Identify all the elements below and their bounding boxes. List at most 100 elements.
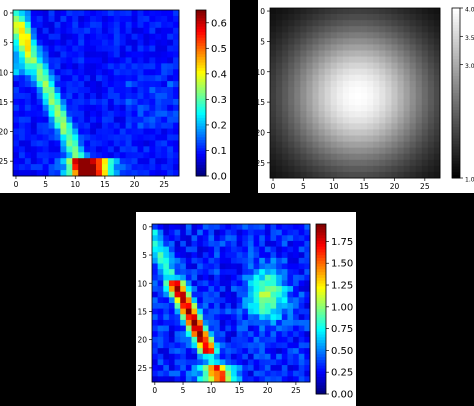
heatmap-cell	[152, 376, 159, 383]
heatmap-cell	[282, 20, 289, 27]
heatmap-cell	[113, 128, 121, 135]
heatmap-cell	[202, 291, 209, 298]
heatmap-cell	[157, 325, 164, 332]
colorbar-tick-label: 1.00	[465, 177, 474, 184]
heatmap-cell	[155, 152, 162, 159]
heatmap-cell	[173, 152, 180, 159]
heatmap-cell	[324, 68, 332, 76]
heatmap-cell	[24, 158, 32, 165]
heatmap-cell	[288, 14, 295, 21]
x-tick-label: 20	[390, 182, 400, 191]
heatmap-cell	[60, 146, 67, 153]
heatmap-cell	[185, 336, 192, 343]
heatmap-cell	[236, 308, 243, 315]
heatmap-cell	[288, 50, 295, 57]
heatmap-cell	[403, 56, 411, 64]
heatmap-cell	[231, 365, 238, 372]
heatmap-cell	[304, 224, 311, 231]
heatmap-cell	[137, 75, 144, 82]
heatmap-cell	[348, 123, 356, 130]
heatmap-cell	[397, 141, 404, 149]
heatmap-cell	[306, 56, 313, 64]
heatmap-cell	[236, 229, 243, 236]
heatmap-cell	[415, 165, 423, 173]
heatmap-cell	[113, 27, 121, 35]
colorbar-segment	[452, 166, 460, 170]
heatmap-cell	[168, 319, 175, 326]
heatmap-cell	[421, 86, 429, 94]
heatmap-cell	[174, 331, 181, 338]
heatmap-cell	[348, 44, 356, 51]
heatmap-cell	[367, 56, 374, 64]
heatmap-cell	[433, 44, 441, 51]
heatmap-cell	[312, 80, 319, 88]
heatmap-cell	[247, 342, 254, 349]
heatmap-cell	[276, 229, 283, 236]
heatmap-cell	[259, 246, 266, 253]
heatmap-cell	[125, 146, 132, 153]
y-tick-label: 5	[142, 251, 147, 260]
heatmap-cell	[157, 370, 164, 377]
heatmap-cell	[242, 291, 249, 298]
colorbar-segment	[196, 73, 206, 77]
x-tick-label: 25	[291, 386, 301, 395]
heatmap-cell	[13, 164, 20, 171]
heatmap-cell	[298, 235, 305, 242]
heatmap-cell	[270, 129, 277, 136]
heatmap-cell	[119, 152, 127, 159]
heatmap-cell	[161, 152, 168, 159]
heatmap-cell	[293, 370, 300, 377]
heatmap-cell	[66, 116, 73, 124]
heatmap-cell	[137, 69, 144, 76]
y-tick-label: 10	[0, 68, 8, 77]
heatmap-cell	[119, 27, 127, 35]
heatmap-cell	[137, 104, 144, 112]
heatmap-cell	[264, 291, 271, 298]
heatmap-panel-c: 0 5 10 15 20 25 0 5 10 15 20 25 0.00 0.25 0.50 0.75 1.00…	[136, 212, 356, 406]
heatmap-cell	[282, 50, 289, 57]
heatmap-cell	[42, 158, 49, 165]
colorbar-tick-label: 0.00	[331, 390, 353, 401]
heatmap-cell	[433, 32, 441, 39]
heatmap-cell	[231, 235, 238, 242]
heatmap-cell	[167, 45, 174, 52]
heatmap-cell	[367, 159, 374, 167]
heatmap-cell	[125, 81, 132, 88]
heatmap-cell	[336, 129, 344, 136]
heatmap-cell	[137, 63, 144, 70]
heatmap-cell	[30, 128, 38, 135]
heatmap-cell	[143, 57, 150, 64]
heatmap-cell	[259, 365, 266, 372]
heatmap-cell	[197, 240, 204, 247]
heatmap-cell	[60, 33, 67, 41]
colorbar-tick-label: 0.2	[211, 120, 227, 131]
heatmap-cell	[219, 235, 226, 242]
heatmap-cell	[270, 56, 277, 64]
heatmap-cell	[174, 314, 181, 321]
heatmap-cell	[270, 14, 277, 21]
heatmap-cell	[185, 240, 192, 247]
heatmap-cell	[119, 134, 127, 141]
heatmap-cell	[163, 286, 170, 293]
heatmap-cell	[161, 10, 168, 17]
heatmap-cell	[161, 27, 168, 35]
heatmap-cell	[342, 20, 350, 27]
heatmap-cell	[161, 98, 168, 106]
heatmap-cell	[143, 63, 150, 70]
heatmap-cell	[113, 164, 121, 171]
heatmap-cell	[391, 26, 398, 33]
heatmap-cell	[36, 158, 44, 165]
heatmap-cell	[84, 158, 91, 165]
y-tick-label: 0	[3, 9, 8, 18]
heatmap-cell	[90, 164, 97, 171]
heatmap-cell	[163, 235, 170, 242]
heatmap-cell	[84, 15, 91, 23]
heatmap-cell	[202, 303, 209, 310]
heatmap-cell	[24, 93, 32, 100]
heatmap-cell	[236, 342, 243, 349]
heatmap-cell	[312, 44, 319, 51]
heatmap-cell	[236, 252, 243, 259]
heatmap-cell	[336, 38, 344, 45]
heatmap-cell	[180, 314, 187, 321]
heatmap-cell	[236, 303, 243, 310]
